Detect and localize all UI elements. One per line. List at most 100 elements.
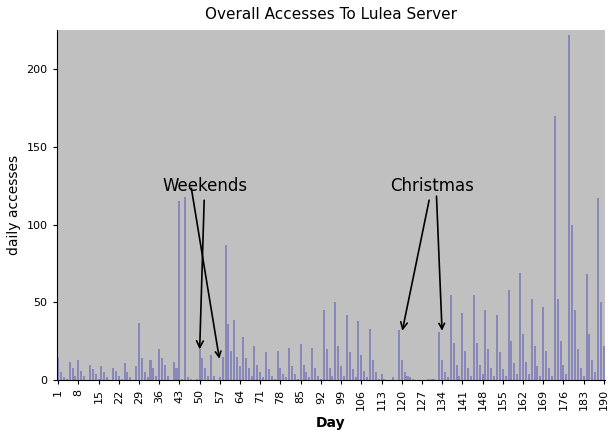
Bar bbox=[123, 363, 126, 380]
Bar bbox=[363, 371, 365, 380]
Bar bbox=[470, 375, 472, 380]
Bar bbox=[383, 379, 386, 380]
Bar bbox=[557, 299, 559, 380]
Bar bbox=[129, 377, 131, 380]
Bar bbox=[201, 358, 203, 380]
Bar bbox=[473, 295, 475, 380]
Bar bbox=[103, 372, 105, 380]
Bar bbox=[100, 366, 102, 380]
Bar bbox=[306, 372, 307, 380]
Bar bbox=[467, 368, 469, 380]
Bar bbox=[372, 360, 374, 380]
Bar bbox=[427, 379, 429, 380]
Bar bbox=[251, 375, 253, 380]
Bar bbox=[522, 333, 524, 380]
Bar bbox=[609, 162, 610, 380]
Bar bbox=[233, 319, 235, 380]
Bar bbox=[456, 364, 458, 380]
Bar bbox=[112, 368, 114, 380]
Bar bbox=[438, 332, 440, 380]
Bar bbox=[606, 366, 608, 380]
Bar bbox=[591, 360, 593, 380]
Bar bbox=[158, 349, 160, 380]
Bar bbox=[265, 352, 267, 380]
Bar bbox=[479, 364, 480, 380]
Bar bbox=[83, 375, 85, 380]
Bar bbox=[559, 341, 562, 380]
Bar bbox=[565, 374, 567, 380]
Bar bbox=[502, 369, 504, 380]
Bar bbox=[487, 349, 489, 380]
Bar bbox=[248, 368, 249, 380]
Bar bbox=[381, 374, 383, 380]
Bar bbox=[554, 116, 556, 380]
Bar bbox=[328, 368, 331, 380]
Bar bbox=[282, 374, 285, 380]
Bar bbox=[508, 290, 509, 380]
Bar bbox=[334, 302, 336, 380]
Bar bbox=[432, 379, 434, 380]
Bar bbox=[259, 372, 261, 380]
Bar bbox=[227, 324, 230, 380]
Bar bbox=[476, 343, 478, 380]
Bar bbox=[135, 366, 137, 380]
Bar bbox=[548, 368, 550, 380]
Bar bbox=[407, 375, 408, 380]
Title: Overall Accesses To Lulea Server: Overall Accesses To Lulea Server bbox=[205, 7, 457, 22]
Bar bbox=[274, 379, 276, 380]
Bar bbox=[236, 357, 238, 380]
Bar bbox=[144, 372, 146, 380]
Bar bbox=[294, 374, 296, 380]
Bar bbox=[277, 350, 278, 380]
Bar bbox=[571, 225, 573, 380]
Bar bbox=[297, 379, 299, 380]
Bar bbox=[461, 313, 463, 380]
Bar bbox=[239, 366, 241, 380]
Bar bbox=[60, 372, 62, 380]
Bar bbox=[464, 350, 466, 380]
Bar bbox=[533, 346, 535, 380]
Bar bbox=[586, 274, 588, 380]
Bar bbox=[401, 360, 403, 380]
Bar bbox=[545, 350, 547, 380]
Bar bbox=[317, 375, 319, 380]
Bar bbox=[594, 372, 596, 380]
Text: Weekends: Weekends bbox=[162, 177, 247, 347]
Bar bbox=[245, 358, 247, 380]
Bar bbox=[190, 379, 192, 380]
Bar bbox=[66, 379, 68, 380]
Bar bbox=[213, 375, 215, 380]
Bar bbox=[493, 375, 495, 380]
Bar bbox=[225, 245, 227, 380]
Bar bbox=[583, 375, 585, 380]
Bar bbox=[256, 364, 258, 380]
Bar bbox=[150, 360, 152, 380]
Bar bbox=[458, 375, 461, 380]
Bar bbox=[369, 329, 371, 380]
Bar bbox=[161, 358, 163, 380]
Bar bbox=[314, 368, 316, 380]
Text: Christmas: Christmas bbox=[390, 177, 474, 329]
Bar bbox=[179, 201, 180, 380]
Bar bbox=[331, 375, 333, 380]
Bar bbox=[412, 379, 415, 380]
Bar bbox=[360, 355, 362, 380]
Bar bbox=[444, 372, 446, 380]
Bar bbox=[71, 368, 73, 380]
Bar bbox=[562, 364, 564, 380]
Bar bbox=[441, 360, 443, 380]
Bar bbox=[280, 368, 282, 380]
Bar bbox=[285, 377, 287, 380]
Bar bbox=[95, 374, 97, 380]
Bar bbox=[326, 349, 328, 380]
Bar bbox=[410, 377, 411, 380]
Bar bbox=[207, 375, 209, 380]
Bar bbox=[375, 372, 377, 380]
Bar bbox=[92, 369, 94, 380]
Bar bbox=[230, 350, 232, 380]
X-axis label: Day: Day bbox=[316, 416, 346, 430]
Bar bbox=[484, 310, 487, 380]
Bar bbox=[271, 375, 273, 380]
Bar bbox=[141, 358, 143, 380]
Bar bbox=[97, 379, 100, 380]
